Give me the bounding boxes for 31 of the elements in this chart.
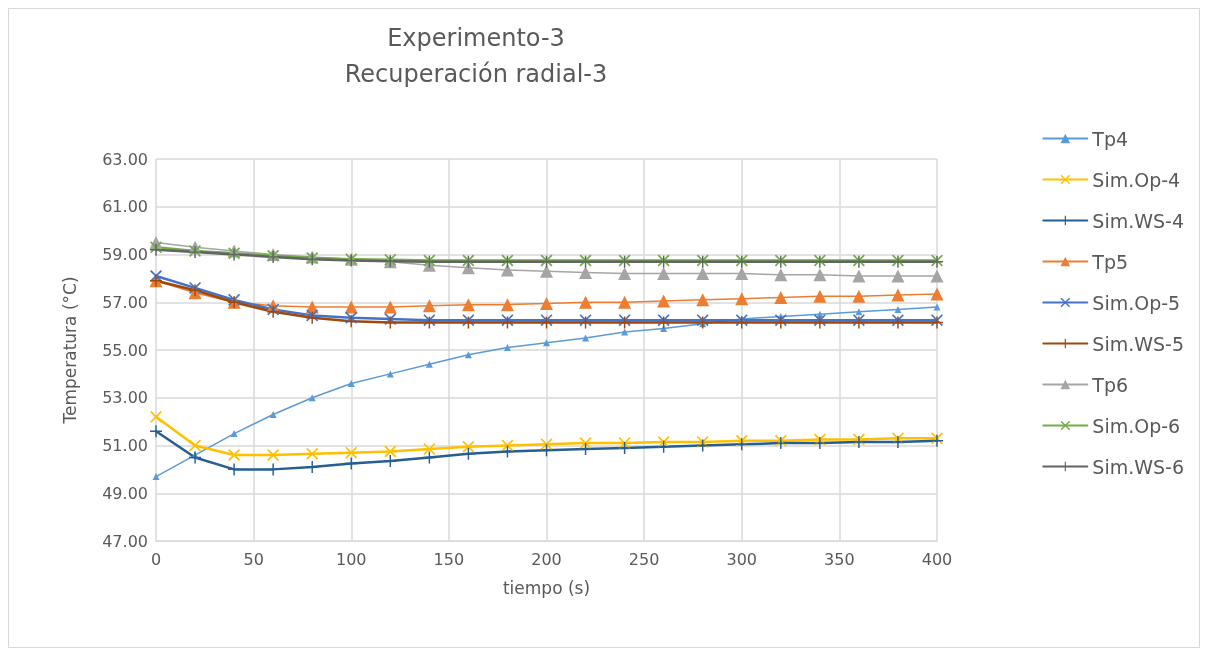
x-tick-label: 200 — [531, 549, 562, 569]
legend-label: Tp5 — [1091, 250, 1129, 273]
y-tick-label: 47.00 — [102, 531, 148, 551]
x-tick-label: 250 — [628, 549, 660, 569]
x-tick-label: 100 — [335, 549, 367, 569]
legend-label: Tp4 — [1091, 127, 1129, 150]
chart-title: Experimento-3 — [387, 24, 565, 52]
legend-label: Sim.WS-6 — [1092, 455, 1185, 478]
y-tick-label: 49.00 — [102, 483, 148, 503]
x-tick-label: 400 — [921, 549, 953, 569]
x-tick-label: 0 — [150, 549, 162, 569]
legend-label: Sim.Op-5 — [1092, 291, 1181, 314]
legend-label: Sim.WS-4 — [1092, 209, 1185, 232]
legend-label: Sim.Op-6 — [1092, 414, 1181, 437]
y-tick-label: 57.00 — [102, 292, 148, 312]
x-tick-label: 150 — [433, 549, 465, 569]
x-tick-label: 300 — [726, 549, 758, 569]
y-tick-label: 59.00 — [102, 245, 148, 264]
legend-label: Sim.WS-5 — [1092, 332, 1185, 355]
x-tick-label: 350 — [824, 549, 855, 569]
y-tick-label: 51.00 — [102, 436, 148, 455]
y-tick-label: 63.00 — [102, 149, 148, 169]
x-axis-title: tiempo (s) — [502, 577, 591, 598]
x-tick-label: 50 — [243, 549, 264, 569]
y-axis-title: Temperatura (°C) — [59, 276, 80, 425]
y-tick-label: 55.00 — [102, 340, 148, 360]
y-tick-label: 53.00 — [102, 388, 148, 408]
chart-subtitle: Recuperación radial-3 — [344, 60, 608, 88]
legend-label: Sim.Op-4 — [1092, 168, 1181, 191]
y-tick-label: 61.00 — [102, 197, 148, 217]
legend-label: Tp6 — [1091, 373, 1129, 396]
